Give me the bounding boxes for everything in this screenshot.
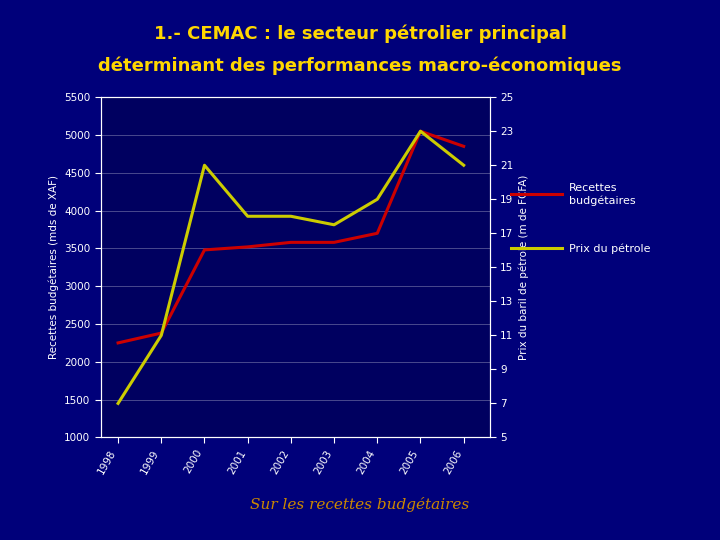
Y-axis label: Recettes budgétaires (mds de XAF): Recettes budgétaires (mds de XAF) [48, 176, 58, 359]
Text: Prix du pétrole: Prix du pétrole [569, 243, 650, 254]
Text: déterminant des performances macro-économiques: déterminant des performances macro-écono… [98, 57, 622, 75]
Text: Recettes
budgétaires: Recettes budgétaires [569, 183, 636, 206]
Y-axis label: Prix du baril de pétrole (m de FCFA): Prix du baril de pétrole (m de FCFA) [519, 174, 529, 360]
Text: 1.- CEMAC : le secteur pétrolier principal: 1.- CEMAC : le secteur pétrolier princip… [153, 24, 567, 43]
Text: Sur les recettes budgétaires: Sur les recettes budgétaires [251, 497, 469, 512]
